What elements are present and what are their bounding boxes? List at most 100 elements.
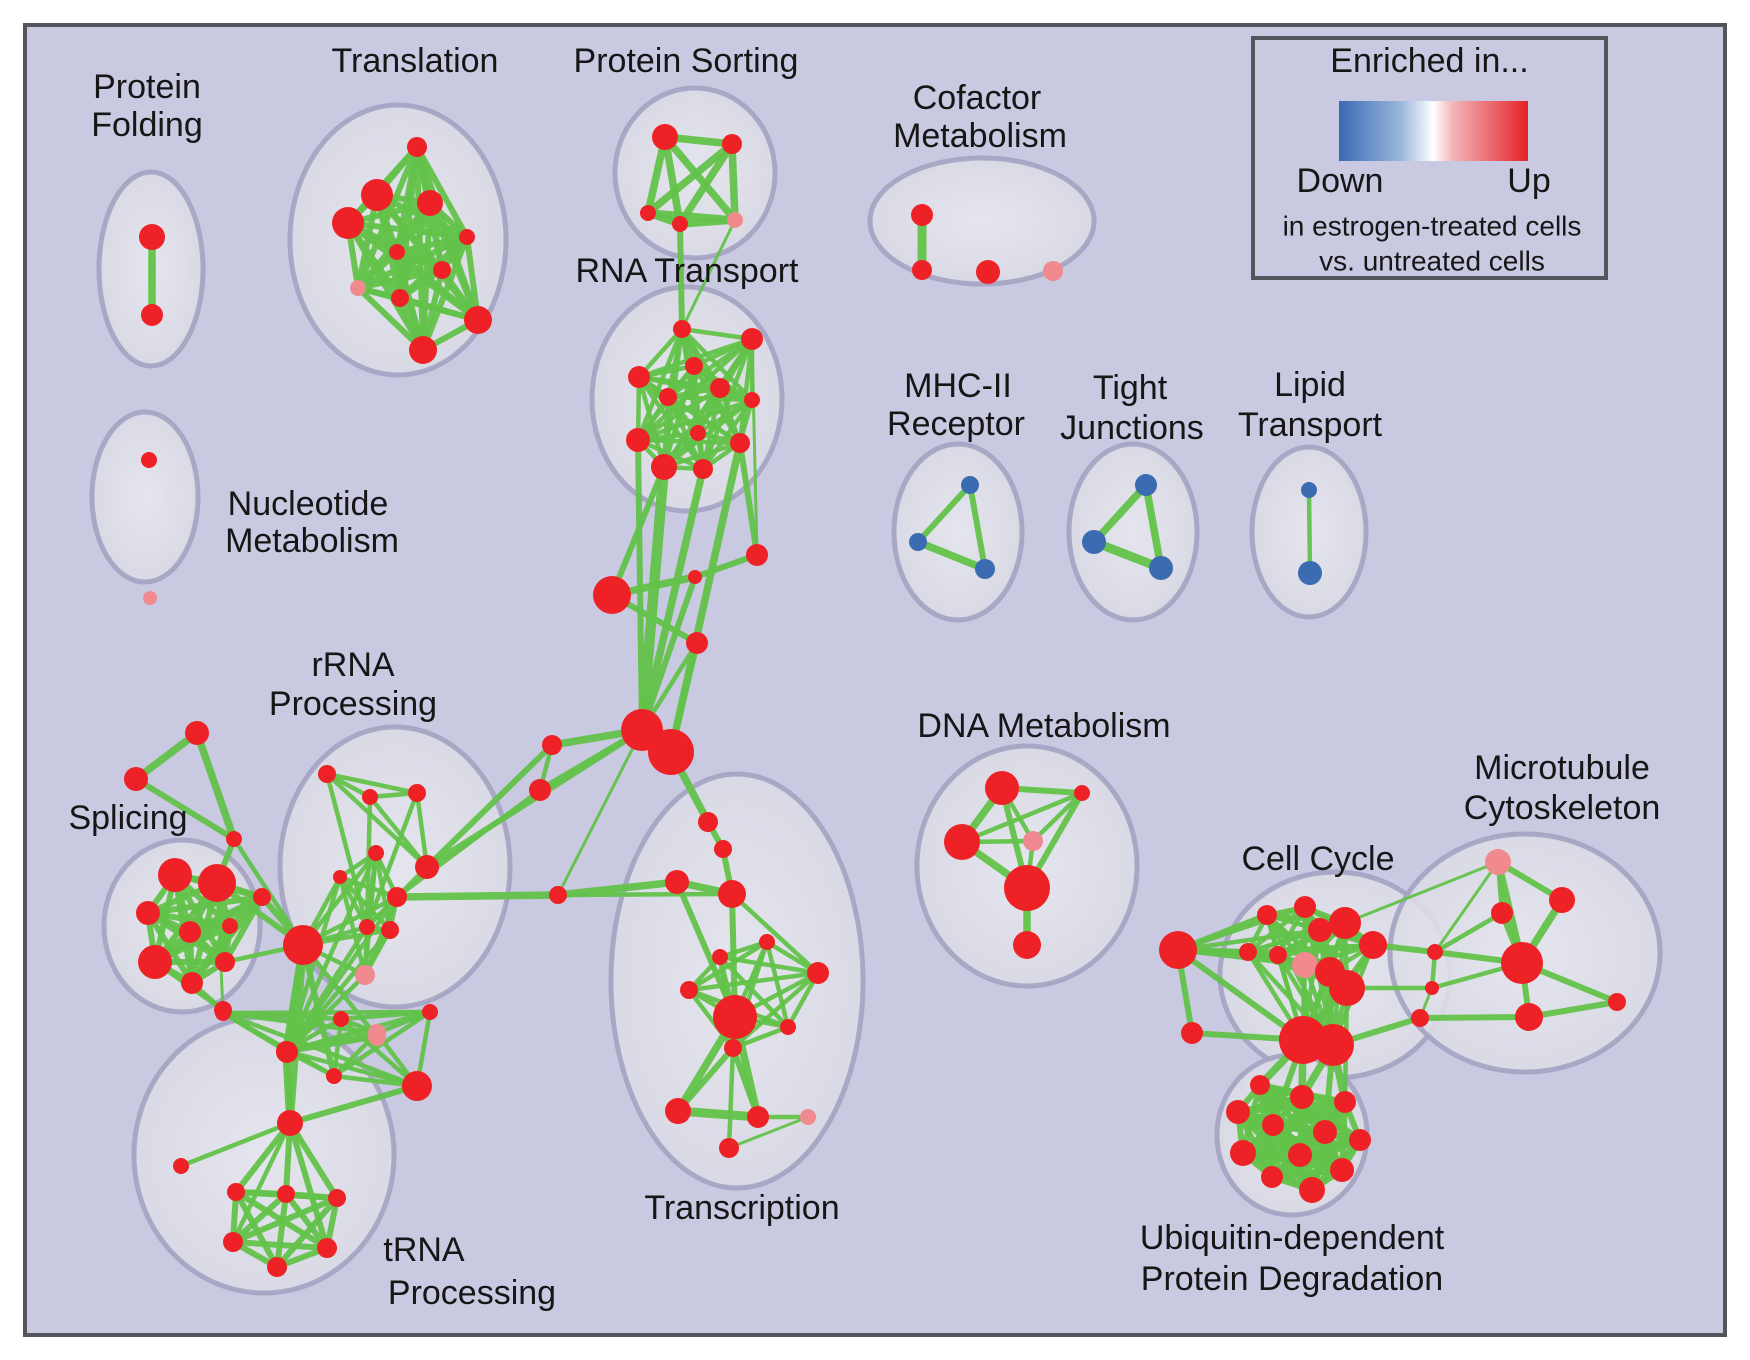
network-edge	[635, 437, 743, 446]
network-edge	[730, 1045, 761, 1120]
network-edge	[737, 440, 760, 558]
gene-set-node-r	[138, 945, 172, 979]
gene-set-node-r	[124, 767, 148, 791]
gene-set-node-r	[1313, 1120, 1337, 1144]
network-edge	[355, 234, 470, 291]
gene-set-node-r	[1257, 905, 1277, 925]
network-edge	[661, 440, 743, 470]
gene-set-node-r	[529, 779, 551, 801]
gene-set-node-r	[1013, 931, 1041, 959]
network-edge	[287, 1083, 420, 1126]
network-edge	[284, 1034, 380, 1055]
cluster-label: DNA Metabolism	[917, 707, 1170, 745]
cluster-label: Ubiquitin-dependent	[1140, 1219, 1445, 1257]
cluster-label: Processing	[388, 1274, 556, 1312]
gene-set-node-r	[724, 1039, 742, 1057]
gene-set-node-r	[402, 1071, 432, 1101]
network-edge	[345, 220, 470, 240]
legend-down-label: Down	[1297, 162, 1384, 200]
gene-set-node-b	[909, 533, 927, 551]
gene-set-node-r	[276, 1041, 296, 1061]
network-edge	[674, 879, 738, 1020]
gene-set-node-p	[800, 1109, 816, 1125]
legend-title: Enriched in...	[1330, 42, 1528, 80]
gene-set-node-r	[1269, 946, 1287, 964]
network-edge	[1526, 999, 1620, 1020]
gene-set-node-r	[318, 765, 336, 783]
gene-set-node-r	[333, 1011, 349, 1027]
gene-set-node-r	[688, 570, 702, 584]
gene-set-node-b	[1135, 474, 1157, 496]
gene-set-node-r	[1239, 943, 1257, 961]
network-edge	[1417, 1014, 1532, 1021]
gene-set-node-r	[1330, 1158, 1354, 1182]
network-edge	[355, 285, 426, 353]
gene-set-node-r	[1288, 1143, 1312, 1167]
gene-set-node-r	[741, 328, 763, 350]
network-edge	[364, 790, 420, 930]
gene-set-node-p	[1043, 261, 1063, 281]
cluster-label: Lipid	[1274, 366, 1346, 404]
gene-set-node-r	[722, 134, 742, 154]
gene-set-node-r	[139, 224, 165, 250]
cluster-label: Cofactor	[913, 79, 1042, 117]
cluster-ellipse-mhc-ii-receptor	[891, 441, 1025, 623]
cluster-label: Protein Sorting	[574, 42, 799, 80]
network-edge	[283, 1191, 330, 1251]
network-edge	[1306, 487, 1313, 576]
gene-set-node-r	[362, 789, 378, 805]
network-edge	[300, 942, 337, 1079]
cluster-label: Junctions	[1060, 409, 1204, 447]
network-edge	[677, 221, 685, 332]
gene-set-node-r	[422, 1004, 438, 1020]
network-edge	[324, 771, 420, 796]
gene-set-node-r	[277, 1185, 295, 1203]
gene-set-node-r	[730, 433, 750, 453]
gene-set-node-r	[747, 1106, 769, 1128]
gene-set-node-r	[665, 1098, 691, 1124]
gene-set-node-r	[912, 260, 932, 280]
gene-set-node-p	[355, 965, 375, 985]
gene-set-node-r	[690, 425, 706, 441]
gene-set-node-b	[1298, 561, 1322, 585]
network-edge	[555, 891, 735, 898]
network-edge	[737, 336, 755, 446]
network-edge	[393, 891, 562, 901]
gene-set-node-r	[1491, 902, 1513, 924]
cluster-label: Tight	[1093, 369, 1168, 407]
network-edge	[178, 1120, 293, 1169]
cluster-label: Receptor	[887, 405, 1025, 443]
cluster-label: Protein Degradation	[1141, 1260, 1443, 1298]
gene-set-node-r	[713, 995, 757, 1039]
gene-set-node-r	[746, 544, 768, 566]
gene-set-node-r	[407, 137, 427, 157]
network-edge	[367, 794, 430, 870]
gene-set-node-b	[975, 559, 995, 579]
gene-set-node-r	[417, 190, 443, 216]
network-edge	[220, 1010, 420, 1089]
network-edge	[1142, 481, 1165, 572]
network-edge	[673, 1106, 763, 1122]
gene-set-node-b	[961, 476, 979, 494]
network-edge	[424, 742, 555, 870]
gene-set-node-r	[433, 261, 451, 279]
network-edge	[636, 374, 755, 403]
network-edge	[152, 894, 265, 965]
gene-set-node-r	[542, 735, 562, 755]
network-edge	[635, 397, 755, 443]
network-edge	[639, 574, 698, 733]
gene-set-node-r	[1329, 970, 1365, 1006]
gene-set-node-r	[391, 289, 409, 307]
network-edge	[675, 1045, 736, 1114]
network-edge	[676, 140, 736, 228]
gene-set-node-r	[1181, 1022, 1203, 1044]
cluster-label: Nucleotide	[228, 485, 389, 523]
gene-set-node-r	[387, 887, 407, 907]
gene-set-node-r	[1312, 1024, 1354, 1066]
gene-set-node-r	[1359, 931, 1387, 959]
gene-set-node-r	[277, 1110, 303, 1136]
cluster-label: Metabolism	[225, 522, 399, 560]
network-edge	[1175, 904, 1308, 953]
network-edge	[230, 1239, 330, 1251]
gene-set-node-r	[628, 366, 650, 388]
